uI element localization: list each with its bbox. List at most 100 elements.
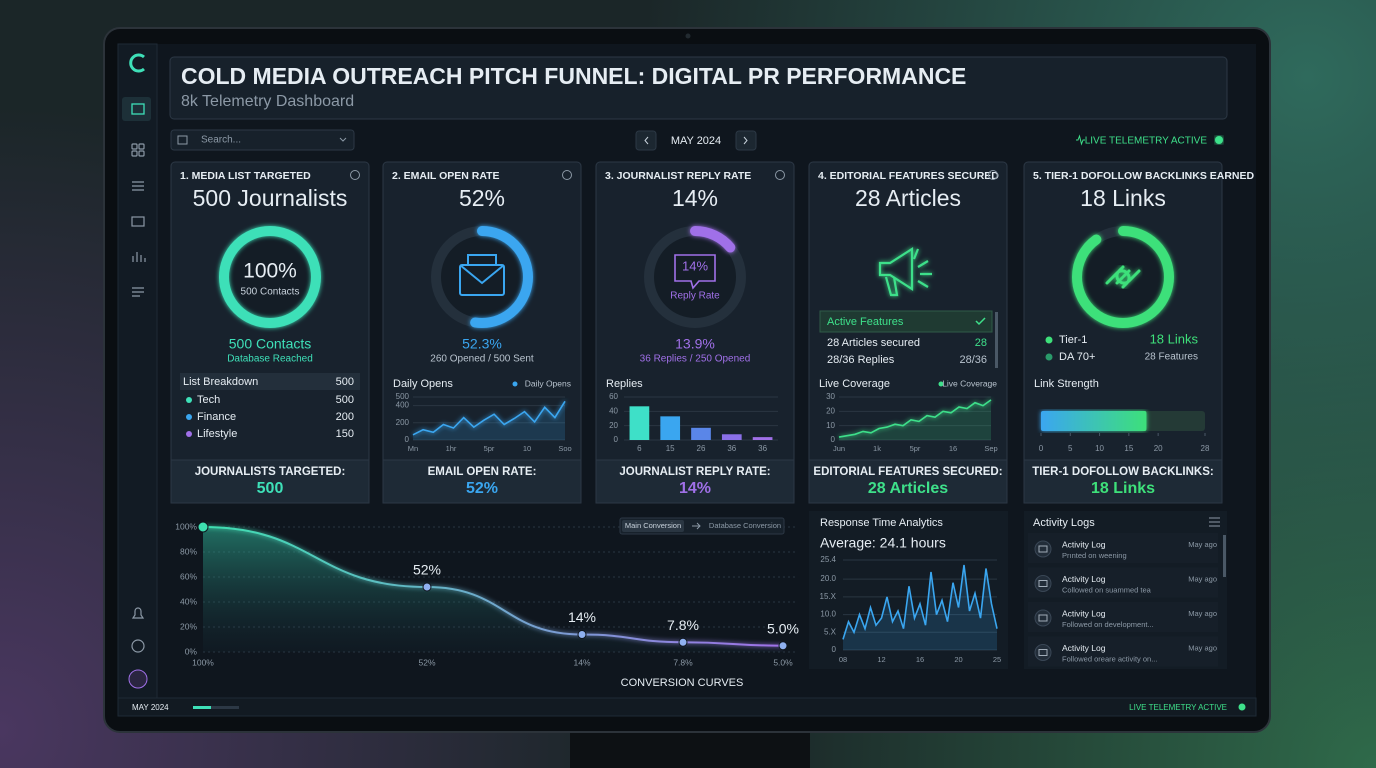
prev-month-button[interactable] [635, 130, 657, 151]
log-time: May ago [1188, 609, 1217, 618]
x-tick-label: 10 [1095, 444, 1104, 453]
progress-track [193, 706, 239, 709]
card-footer [382, 459, 582, 504]
log-icon-glyph [1038, 580, 1048, 587]
prev-arrow[interactable] [644, 136, 649, 145]
y-tick-label: 30 [826, 392, 835, 401]
next-arrow[interactable] [743, 136, 748, 145]
y-tick-label: 20.0 [820, 574, 836, 583]
log-row [1028, 533, 1218, 563]
y-tick-label: 80% [180, 546, 197, 556]
legend-dot [1045, 336, 1053, 344]
feature-value: 28 [975, 337, 987, 349]
footer-month: MAY 2024 [132, 703, 169, 712]
conversion-point [577, 630, 587, 639]
nav-icon-grid[interactable] [131, 150, 138, 157]
conversion-point [678, 637, 688, 647]
user-avatar[interactable] [128, 669, 148, 689]
y-tick-label: 0% [185, 646, 198, 656]
feature-label: 28/36 Replies [827, 354, 895, 366]
panel-title: Response Time Analytics [820, 517, 943, 529]
card-headline: 14% [672, 185, 718, 211]
footer-label: JOURNALIST REPLY RATE: [619, 466, 770, 478]
y-tick-label: 0 [832, 645, 837, 654]
chart-legend: Live Coverage [942, 378, 997, 388]
bar [691, 427, 711, 440]
legend-arrow [692, 522, 701, 530]
nav-active[interactable] [122, 97, 151, 121]
legend-dot [1045, 353, 1053, 361]
nav-icon-grid[interactable] [138, 143, 145, 150]
card-title: 3. JOURNALIST REPLY RATE [605, 170, 751, 182]
card-title: 1. MEDIA LIST TARGETED [180, 170, 311, 182]
y-tick-label: 10 [826, 421, 835, 430]
footer-status: LIVE TELEMETRY ACTIVE [1129, 703, 1227, 712]
x-tick-label: 15 [666, 444, 675, 453]
ring-sublabel: Reply Rate [670, 291, 720, 302]
y-tick-label: 0 [831, 435, 836, 444]
calendar-icon [177, 135, 188, 145]
stat-subtitle: 260 Opened / 500 Sent [430, 354, 534, 365]
ring-sublabel: 500 Contacts [241, 287, 300, 298]
bar [660, 416, 681, 440]
x-tick-label: 28 [1201, 444, 1210, 453]
nav-icon-chart[interactable] [132, 252, 146, 262]
speech-bubble [674, 254, 716, 290]
footer-value: 28 Articles [868, 480, 948, 497]
legend-value: 28 Features [1145, 352, 1198, 363]
x-tick-label: 16 [916, 655, 924, 664]
legend-dot [938, 381, 944, 387]
footer-status-dot [1238, 703, 1246, 711]
nav-icon-list[interactable] [132, 181, 144, 191]
conversion-point [422, 582, 432, 592]
status-bar [117, 697, 1257, 717]
log-time: May ago [1188, 540, 1217, 549]
logo [129, 53, 145, 73]
camera [685, 33, 691, 39]
footer-label: TIER-1 DOFOLLOW BACKLINKS: [1032, 466, 1213, 478]
y-tick-label: 0 [405, 435, 410, 444]
nav-icon-table[interactable] [131, 103, 145, 115]
list-label: Finance [197, 411, 236, 423]
data-label: 5.0% [767, 620, 799, 636]
nav-icon-help[interactable] [131, 639, 145, 653]
log-detail: Followed oreare activity on... [1062, 654, 1157, 663]
card-title: 2. EMAIL OPEN RATE [392, 170, 500, 182]
x-tick-label: 20 [954, 655, 962, 664]
features-title: Active Features [827, 316, 904, 328]
ring-arc [219, 226, 321, 328]
dropdown-caret[interactable] [339, 137, 347, 142]
card-footer [1023, 459, 1223, 504]
line [838, 399, 992, 438]
card-headline: 500 Journalists [193, 185, 348, 211]
log-icon [1034, 609, 1052, 627]
x-tick-label: 5pr [910, 444, 921, 453]
chart-title: Live Coverage [819, 378, 890, 390]
check-icon [975, 317, 986, 326]
chart-title: Replies [606, 378, 643, 390]
log-row [1028, 602, 1218, 632]
chart-title: Link Strength [1034, 378, 1099, 390]
x-tick-label: 36 [727, 444, 736, 453]
list-value: 500 [336, 394, 354, 406]
page-title: COLD MEDIA OUTREACH PITCH FUNNEL: DIGITA… [181, 63, 966, 89]
y-tick-label: 10.0 [820, 610, 836, 619]
info-icon [350, 170, 360, 180]
x-tick-label: 5.0% [773, 657, 793, 667]
search-placeholder[interactable]: Search... [201, 135, 241, 146]
nav-icon-grid[interactable] [138, 150, 145, 157]
nav-icon-bell[interactable] [131, 607, 145, 619]
nav-icon-grid[interactable] [131, 143, 138, 150]
legend-label: DA 70+ [1059, 351, 1095, 363]
search-box[interactable] [170, 129, 355, 151]
card-headline: 18 Links [1080, 185, 1166, 211]
stat-value: 13.9% [675, 336, 715, 352]
nav-icon-mail[interactable] [131, 216, 145, 227]
y-tick-label: 60 [609, 392, 618, 401]
chart-title: Daily Opens [393, 378, 453, 390]
nav-icon-filter[interactable] [132, 287, 144, 297]
next-month-button[interactable] [735, 130, 757, 151]
log-detail: Followed on development... [1062, 620, 1154, 629]
y-tick-label: 15.X [820, 592, 837, 601]
y-tick-label: 200 [396, 418, 410, 427]
